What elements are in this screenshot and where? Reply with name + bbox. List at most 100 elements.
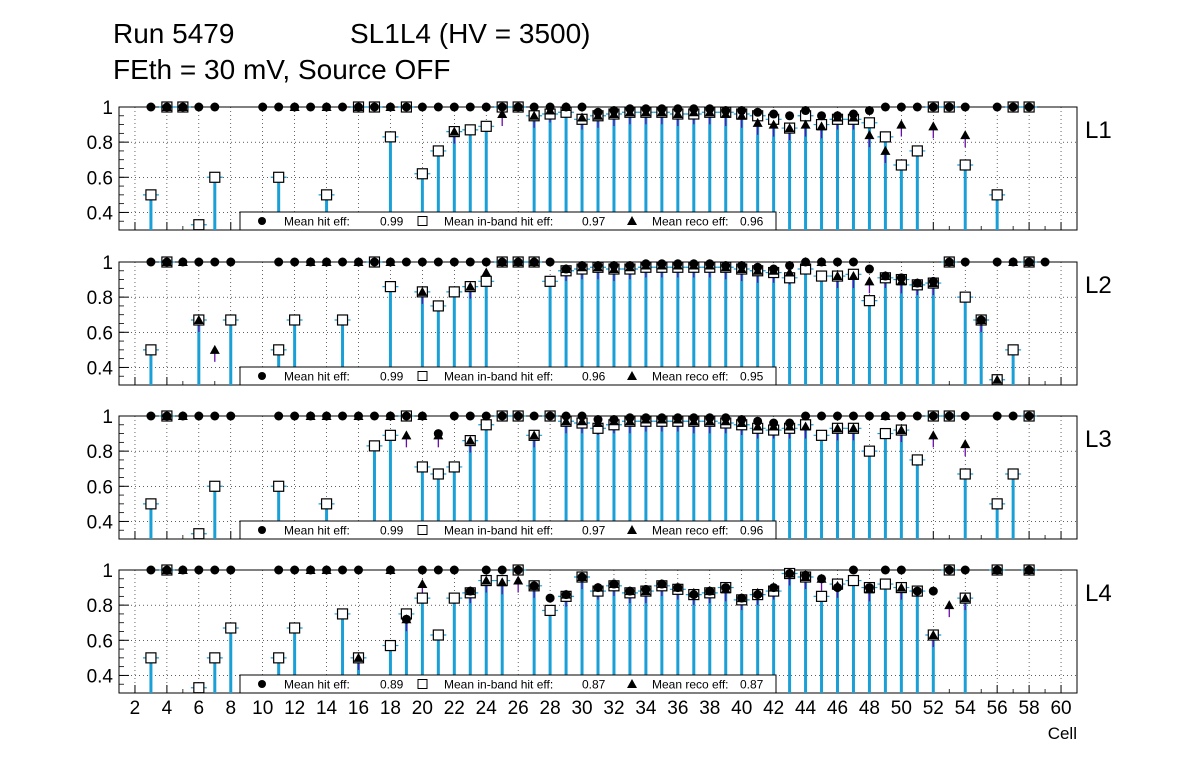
legend-reco-label: Mean reco eff:: [652, 215, 729, 229]
reco-point: [640, 414, 651, 424]
reco-point: [752, 117, 763, 127]
reco-point: [497, 109, 508, 119]
x-tick-label: 48: [859, 698, 880, 719]
hit-point: [497, 411, 507, 421]
hit-point: [433, 102, 443, 112]
hit-point: [848, 257, 858, 267]
hit-point: [210, 102, 220, 112]
layer-label: L4: [1085, 580, 1112, 607]
inband-point: [145, 189, 157, 201]
hit-point: [274, 411, 284, 421]
reco-point: [577, 112, 588, 122]
hit-point: [210, 411, 220, 421]
x-tick-label: 22: [444, 698, 465, 719]
hit-point: [306, 102, 316, 112]
legend-inband-marker: [417, 679, 428, 689]
reco-point: [784, 267, 795, 277]
inband-point: [432, 629, 444, 641]
hit-point: [673, 104, 683, 114]
legend-inband-label: Mean in-band hit eff:: [444, 370, 553, 384]
reco-point: [401, 614, 412, 624]
legend-hit-marker: [258, 680, 266, 688]
hit-point: [529, 411, 539, 421]
legend-hit-label: Mean hit eff:: [284, 370, 350, 384]
x-tick-label: 56: [987, 698, 1008, 719]
x-tick-label: 12: [284, 698, 305, 719]
reco-point: [161, 411, 172, 420]
reco-point: [864, 276, 875, 286]
reco-point: [529, 110, 540, 120]
legend-inband-value: 0.97: [582, 524, 606, 538]
reco-point: [608, 579, 619, 589]
hit-point: [369, 257, 379, 267]
y-tick-label: 0.8: [87, 133, 113, 154]
inband-point: [1007, 344, 1019, 356]
legend-inband-value: 0.96: [582, 370, 606, 384]
hit-point: [737, 106, 747, 116]
reco-point: [816, 573, 827, 583]
hit-point: [817, 111, 827, 121]
inband-point: [432, 300, 444, 312]
inband-point: [368, 440, 381, 452]
panel-l3: 0.4 0.6 0.8 1 L3 Mean hit eff: 0.99 Mean in-ban…: [87, 407, 1112, 540]
x-tick-label: 50: [891, 698, 912, 719]
hit-point: [912, 586, 922, 596]
inband-point: [209, 480, 221, 492]
x-tick-label: 46: [827, 698, 848, 719]
hit-point: [928, 586, 938, 596]
hit-point: [577, 411, 587, 421]
y-tick-label: 1: [102, 561, 113, 582]
hit-point: [401, 102, 411, 112]
y-tick-label: 0.8: [87, 596, 113, 617]
inband-point: [273, 171, 285, 183]
x-tick-label: 60: [1050, 698, 1071, 719]
inband-point: [209, 171, 221, 183]
inband-point: [815, 429, 828, 441]
legend-hit-value: 0.99: [380, 370, 404, 384]
reco-point: [688, 587, 699, 597]
hit-point: [896, 102, 906, 112]
reco-point: [800, 572, 811, 582]
x-tick-label: 10: [252, 698, 273, 719]
hit-point: [896, 411, 906, 421]
hit-point: [465, 411, 475, 421]
inband-point: [911, 145, 923, 157]
reco-point: [385, 411, 396, 420]
hit-point: [465, 102, 475, 112]
x-tick-label: 8: [225, 698, 236, 719]
hit-point: [146, 411, 156, 421]
inband-point: [879, 131, 892, 143]
hit-point: [417, 257, 427, 267]
hit-point: [481, 102, 491, 112]
inband-point: [959, 468, 971, 480]
reco-point: [305, 565, 316, 574]
reco-point: [976, 314, 987, 324]
reco-point: [928, 278, 939, 288]
hit-point: [801, 411, 811, 421]
legend-hit-marker: [258, 526, 266, 534]
hit-point: [817, 411, 827, 421]
hit-point: [848, 565, 858, 575]
legend-inband-marker: [417, 371, 428, 381]
reco-point: [720, 109, 731, 119]
hit-point: [274, 565, 284, 575]
reco-point: [896, 119, 907, 129]
reco-point: [321, 102, 332, 111]
reco-point: [688, 416, 699, 426]
hit-point: [210, 257, 220, 267]
inband-point: [320, 498, 333, 510]
x-tick-label: 42: [763, 698, 784, 719]
layer-label: L2: [1085, 272, 1112, 299]
y-tick-label: 1: [102, 253, 113, 274]
hit-point: [864, 106, 874, 116]
legend-hit-label: Mean hit eff:: [284, 215, 350, 229]
reco-point: [832, 112, 843, 122]
reco-point: [656, 107, 667, 117]
reco-point: [561, 416, 572, 426]
hit-point: [449, 257, 459, 267]
hit-point: [497, 565, 507, 575]
hit-point: [449, 565, 459, 575]
x-tick-label: 16: [348, 698, 369, 719]
inband-point: [879, 578, 892, 590]
